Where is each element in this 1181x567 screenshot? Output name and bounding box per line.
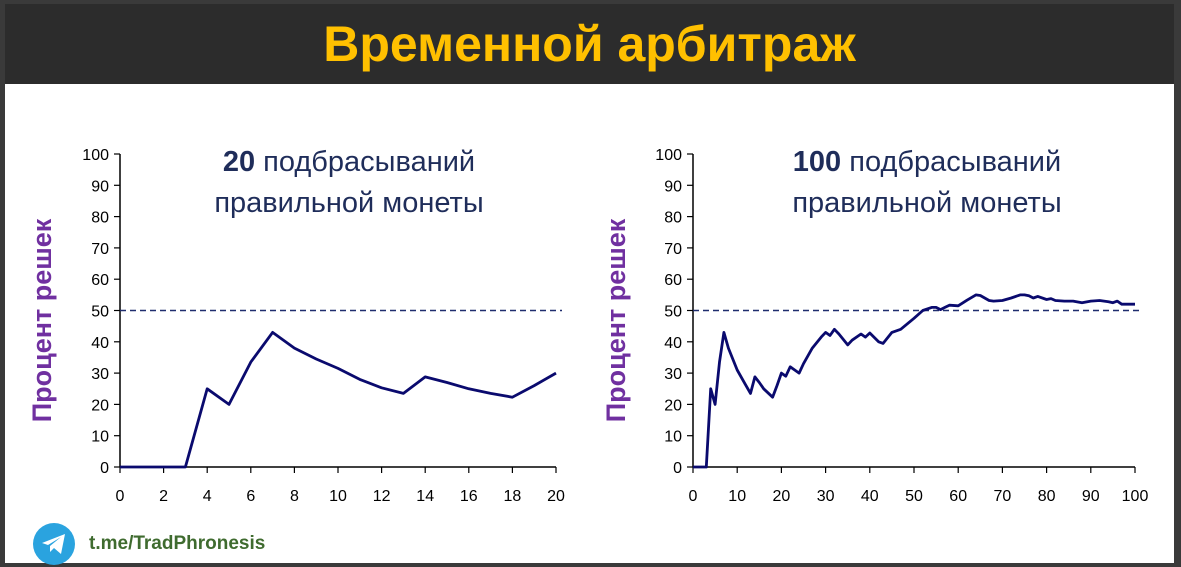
x-tick-label: 4 bbox=[203, 488, 212, 505]
y-tick-label: 100 bbox=[82, 147, 109, 164]
x-tick-label: 10 bbox=[728, 488, 746, 505]
x-tick-label: 100 bbox=[1122, 488, 1149, 505]
x-tick-label: 40 bbox=[861, 488, 879, 505]
x-tick-label: 0 bbox=[689, 488, 698, 505]
y-tick-label: 30 bbox=[664, 366, 682, 383]
y-axis-label: Процент решек bbox=[27, 218, 57, 422]
telegram-link[interactable]: t.me/TradPhronesis bbox=[89, 533, 266, 554]
y-tick-label: 50 bbox=[91, 304, 109, 321]
chart-title-count: 20 bbox=[223, 146, 255, 178]
y-tick-label: 80 bbox=[664, 210, 682, 227]
x-tick-label: 80 bbox=[1038, 488, 1056, 505]
y-tick-label: 60 bbox=[91, 272, 109, 289]
chart-100-flips: 0 10 20 30 40 50 60 70 80 90 100 0 10 20 30 40 50 60 70 80 9… bbox=[601, 146, 1149, 505]
y-tick-label: 60 bbox=[664, 272, 682, 289]
title-bar: Временной арбитраж bbox=[5, 4, 1174, 84]
y-tick-label: 0 bbox=[100, 460, 109, 477]
x-tick-label: 6 bbox=[246, 488, 255, 505]
series-line bbox=[120, 330, 557, 469]
chart-title: 100 подбрасываний bbox=[793, 146, 1061, 178]
x-tick-label: 16 bbox=[460, 488, 478, 505]
page-title: Временной арбитраж bbox=[323, 16, 856, 72]
chart-title-rest: подбрасываний bbox=[255, 146, 475, 178]
chart-title-line2: правильной монеты bbox=[214, 187, 483, 219]
y-tick-label: 50 bbox=[664, 304, 682, 321]
x-tick-label: 2 bbox=[159, 488, 168, 505]
y-tick-label: 80 bbox=[91, 210, 109, 227]
x-tick-label: 60 bbox=[949, 488, 967, 505]
slide-frame: Временной арбитраж 0 10 20 30 40 50 60 70 80 90 10… bbox=[5, 4, 1174, 566]
x-tick-label: 10 bbox=[329, 488, 347, 505]
chart-title-rest: подбрасываний bbox=[841, 146, 1061, 178]
y-tick-label: 100 bbox=[655, 147, 682, 164]
y-tick-label: 40 bbox=[91, 335, 109, 352]
x-tick-label: 18 bbox=[504, 488, 522, 505]
x-tick-label: 8 bbox=[290, 488, 299, 505]
y-tick-label: 70 bbox=[664, 241, 682, 258]
y-tick-label: 10 bbox=[91, 429, 109, 446]
x-tick-label: 14 bbox=[416, 488, 434, 505]
y-tick-label: 90 bbox=[664, 178, 682, 195]
telegram-icon[interactable] bbox=[33, 523, 75, 565]
y-tick-label: 10 bbox=[664, 429, 682, 446]
y-tick-label: 30 bbox=[91, 366, 109, 383]
y-tick-label: 20 bbox=[91, 397, 109, 414]
chart-20-flips: 0 10 20 30 40 50 60 70 80 90 100 0 2 4 6 8 10 12 14 16 18 20 П… bbox=[27, 146, 565, 505]
x-tick-label: 50 bbox=[905, 488, 923, 505]
y-tick-label: 0 bbox=[673, 460, 682, 477]
footer: t.me/TradPhronesis bbox=[33, 522, 265, 566]
y-tick-label: 90 bbox=[91, 178, 109, 195]
series-line bbox=[693, 293, 1135, 469]
chart-title-count: 100 bbox=[793, 146, 841, 178]
x-tick-label: 70 bbox=[994, 488, 1012, 505]
x-tick-label: 20 bbox=[773, 488, 791, 505]
y-tick-label: 40 bbox=[664, 335, 682, 352]
x-tick-label: 90 bbox=[1082, 488, 1100, 505]
x-tick-label: 20 bbox=[547, 488, 565, 505]
x-tick-label: 12 bbox=[373, 488, 391, 505]
y-tick-label: 20 bbox=[664, 397, 682, 414]
x-tick-label: 30 bbox=[817, 488, 835, 505]
x-tick-label: 0 bbox=[116, 488, 125, 505]
chart-title-line2: правильной монеты bbox=[792, 187, 1061, 219]
y-tick-label: 70 bbox=[91, 241, 109, 258]
y-axis-label: Процент решек bbox=[601, 218, 631, 422]
chart-title: 20 подбрасываний bbox=[223, 146, 475, 178]
